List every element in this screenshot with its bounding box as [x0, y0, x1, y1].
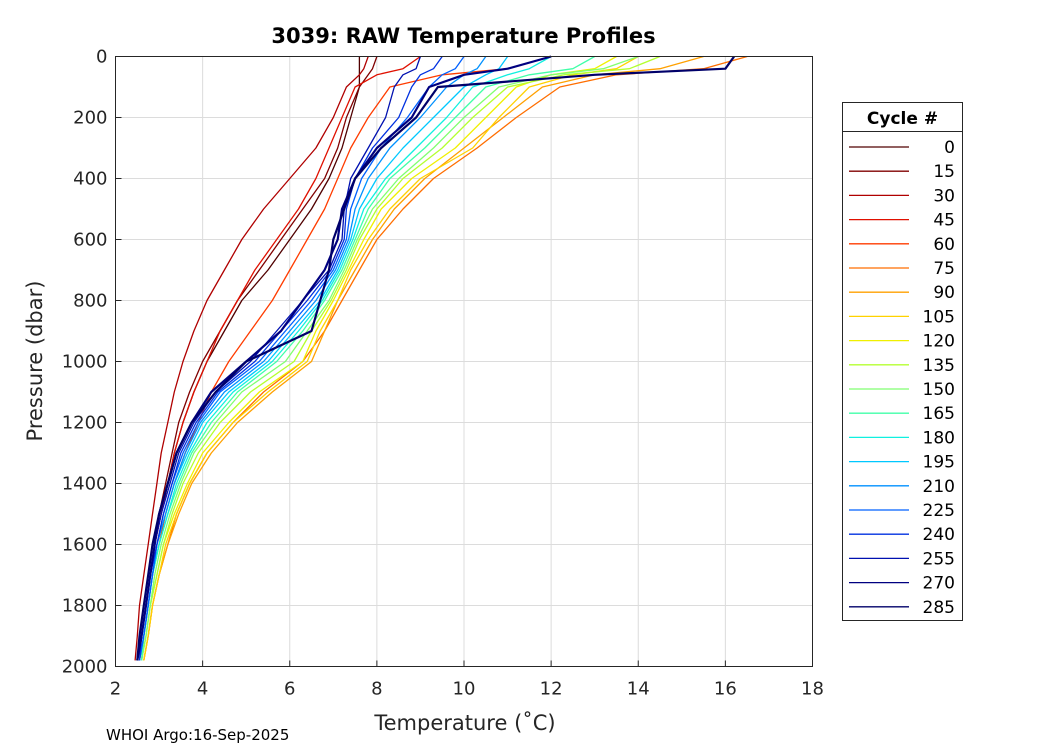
legend-label: 30: [933, 186, 955, 206]
x-tick-label: 16: [714, 679, 737, 700]
legend-label: 285: [923, 598, 955, 618]
y-tick-label: 1000: [62, 352, 108, 373]
y-tick-label: 600: [73, 230, 107, 251]
legend-label: 60: [933, 235, 955, 255]
profile-line-cycle-135: [140, 55, 661, 661]
profile-line-cycle-90: [143, 55, 704, 661]
profile-line-cycle-180: [138, 55, 552, 661]
legend-label: 225: [923, 501, 955, 521]
legend-label: 105: [923, 307, 955, 327]
legend-label: 180: [923, 428, 955, 448]
legend-label: 210: [923, 477, 955, 497]
profile-line-cycle-105: [143, 55, 639, 661]
x-tick-label: 6: [284, 679, 295, 700]
legend-label: 75: [933, 259, 955, 279]
legend-label: 240: [923, 525, 955, 545]
legend-label: 255: [923, 549, 955, 569]
profile-line-cycle-30: [134, 56, 369, 661]
y-tick-label: 0: [96, 47, 107, 68]
legend-label: 195: [923, 453, 955, 473]
footer-stamp: WHOI Argo:16-Sep-2025: [106, 726, 290, 744]
x-tick-label: 18: [801, 679, 824, 700]
y-axis-label: Pressure (dbar): [23, 281, 47, 442]
profile-line-cycle-225: [138, 56, 465, 661]
x-tick-label: 2: [110, 679, 121, 700]
x-tick-label: 10: [453, 679, 476, 700]
x-tick-label: 12: [540, 679, 563, 700]
axis-ticks: 2 4 6 8 10 12 14 16 18 0 200 400 600 800 1000 1200 1400 1…: [62, 47, 824, 700]
y-tick-label: 1200: [62, 413, 108, 434]
y-tick-label: 2000: [62, 657, 108, 678]
y-tick-label: 1800: [62, 596, 108, 617]
x-axis-label: Temperature (˚C): [373, 711, 555, 735]
legend-label: 0: [944, 138, 955, 158]
profile-line-cycle-195: [138, 56, 509, 661]
series-lines: [134, 55, 748, 661]
legend: Cycle # 0 15 30 45 60 75 90 105 120 135 150 165 180 1…: [842, 102, 963, 621]
legend-label: 150: [923, 380, 955, 400]
profile-line-cycle-270: [136, 55, 552, 661]
profile-line-cycle-150: [140, 55, 639, 661]
profile-line-cycle-75: [143, 55, 748, 661]
profile-line-cycle-240: [138, 56, 443, 661]
profile-line-cycle-285: [136, 55, 735, 661]
x-tick-label: 8: [371, 679, 382, 700]
legend-entries: 0 15 30 45 60 75 90 105 120 135 150 165 180 195 210 225…: [849, 138, 955, 618]
legend-label: 15: [933, 162, 955, 182]
legend-label: 135: [923, 356, 955, 376]
y-tick-label: 200: [73, 108, 107, 129]
legend-label: 45: [933, 211, 955, 231]
y-tick-label: 800: [73, 291, 107, 312]
legend-label: 270: [923, 574, 955, 594]
y-tick-label: 1400: [62, 474, 108, 495]
y-tick-label: 400: [73, 169, 107, 190]
x-tick-label: 14: [627, 679, 650, 700]
y-tick-label: 1600: [62, 535, 108, 556]
x-tick-label: 4: [197, 679, 208, 700]
legend-label: 120: [923, 332, 955, 352]
legend-label: 90: [933, 283, 955, 303]
legend-title: Cycle #: [867, 109, 938, 129]
legend-label: 165: [923, 404, 955, 424]
chart-title: 3039: RAW Temperature Profiles: [271, 24, 656, 48]
